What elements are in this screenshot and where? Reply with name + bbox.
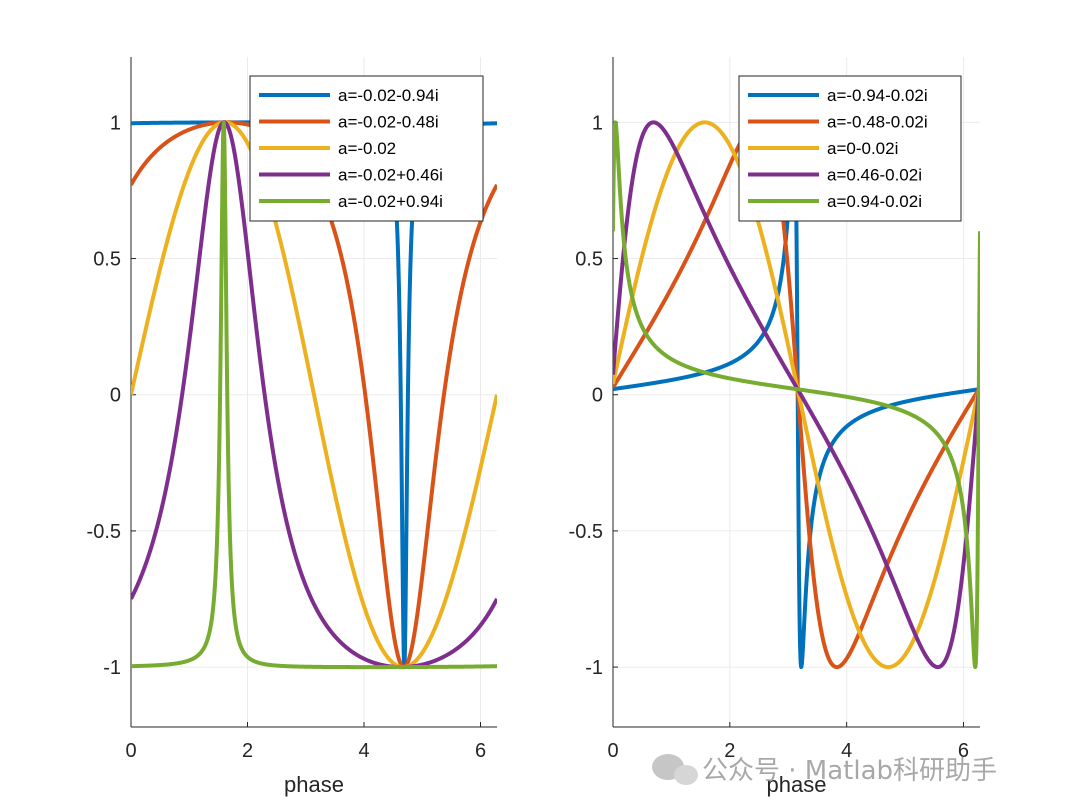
x-tick-label: 4: [841, 740, 852, 762]
legend: a=-0.94-0.02i a=-0.48-0.02i a=0-0.02i a=0.4…: [738, 75, 962, 222]
legend-entry-label: a=0.94-0.02i: [827, 192, 922, 211]
legend-entry-label: a=0-0.02i: [827, 139, 898, 158]
legend-entry-label: a=-0.48-0.02i: [827, 113, 928, 132]
series-line-3: [131, 120, 497, 670]
x-tick-label: 0: [125, 740, 136, 762]
y-tick-label: 0: [592, 385, 603, 407]
legend-entry-label: a=-0.94-0.02i: [827, 86, 928, 105]
series-line-4: [131, 120, 497, 670]
x-tick-label: 4: [358, 740, 369, 762]
y-tick-label: 0: [110, 385, 121, 407]
x-tick-label: 6: [475, 740, 486, 762]
x-tick-label: 2: [242, 740, 253, 762]
y-tick-label: 0.5: [575, 249, 603, 271]
legend: a=-0.02-0.94i a=-0.02-0.48i a=-0.02 a=-0.02…: [249, 75, 484, 222]
y-tick-label: -1: [585, 657, 603, 679]
x-axis-label: phase: [284, 772, 344, 797]
wechat-icon-bubble: [674, 765, 698, 785]
y-tick-label: -0.5: [87, 521, 121, 543]
series-line-5: [131, 120, 497, 670]
x-tick-label: 6: [958, 740, 969, 762]
legend-entry-label: a=-0.02+0.94i: [338, 192, 443, 211]
chart-panel-2: 0 2 4 6 -1 -0.5 0 0.5 1 phase a=-0.94-0.02i a=-0.48…: [569, 57, 980, 797]
y-tick-label: 1: [110, 112, 121, 134]
chart-panel-1: 0 2 4 6-1-0.500.51phasea=-0.02-0.94ia=-0.02…: [87, 57, 497, 797]
legend-entry-label: a=-0.02: [338, 139, 396, 158]
x-tick-label: 0: [607, 740, 618, 762]
series-line-1: [613, 120, 980, 670]
watermark-text: 公众号 · Matlab科研助手: [702, 756, 997, 786]
x-tick-label: 2: [724, 740, 735, 762]
series-line-2: [613, 120, 980, 670]
legend-entry-label: a=0.46-0.02i: [827, 166, 922, 185]
y-tick-label: 0.5: [93, 249, 121, 271]
y-tick-label: -1: [103, 657, 121, 679]
series-group: [613, 120, 980, 670]
x-axis-label: phase: [767, 772, 827, 797]
legend-entry-label: a=-0.02+0.46i: [338, 166, 443, 185]
watermark: 公众号 · Matlab科研助手: [652, 754, 997, 786]
legend-entry-label: a=-0.02-0.94i: [338, 86, 439, 105]
y-tick-label: 1: [592, 112, 603, 134]
legend-entry-label: a=-0.02-0.48i: [338, 113, 439, 132]
y-tick-label: -0.5: [569, 521, 603, 543]
series-line-5: [613, 120, 980, 670]
